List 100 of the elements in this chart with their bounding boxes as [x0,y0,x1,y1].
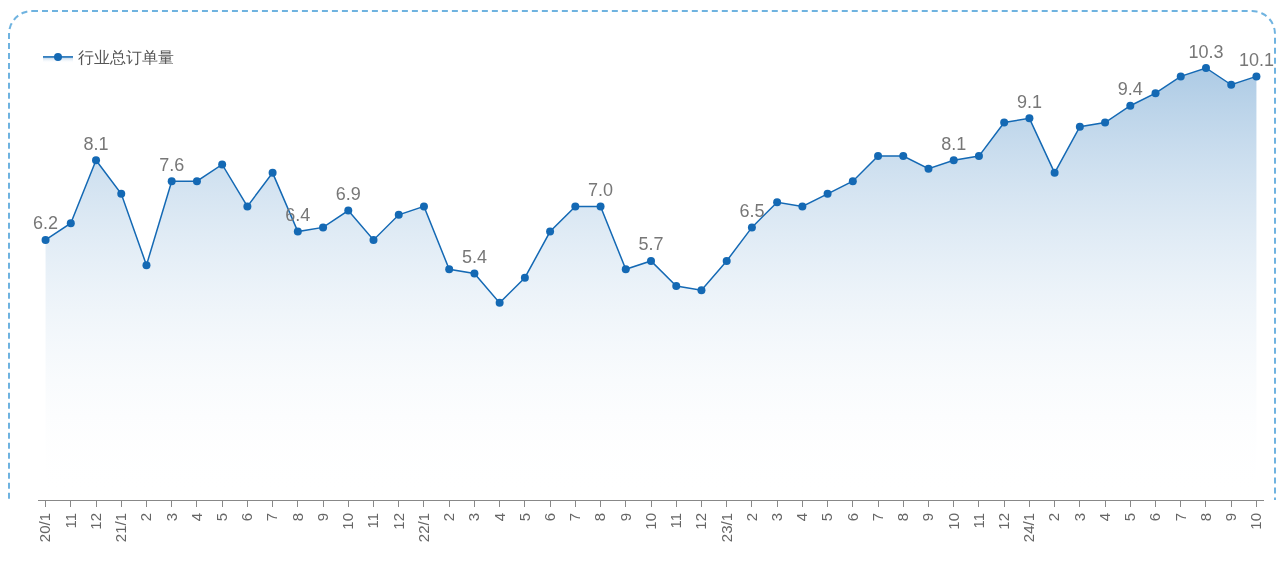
point [949,156,958,165]
point [621,265,630,274]
data-label: 7.6 [159,154,185,175]
point [1050,168,1059,177]
x-tick-label: 12 [86,513,104,530]
x-tick-label: 23/1 [717,513,735,543]
x-tick-label: 7 [1171,513,1189,522]
x-tick-label: 8 [591,513,609,522]
point [495,298,504,307]
x-tick-label: 7 [566,513,584,522]
x-tick-label: 12 [389,513,407,530]
data-label: 6.5 [739,200,765,221]
x-tick-label: 10 [641,513,659,530]
point [773,198,782,207]
point [823,189,832,198]
x-tick-label: 2 [440,513,458,522]
x-tick-label: 6 [238,513,256,522]
point [1151,89,1160,98]
x-tick-label: 2 [742,513,760,522]
point [1075,122,1084,131]
legend-label: 行业总订单量 [78,49,174,67]
point [798,202,807,211]
x-tick-label: 4 [793,513,811,522]
point [445,265,454,274]
point [1252,72,1261,81]
x-tick-label: 22/1 [414,513,432,543]
point [344,206,353,215]
x-tick-label: 2 [1045,513,1063,522]
x-tick-label: 9 [313,513,331,522]
x-tick-label: 3 [768,513,786,522]
point [596,202,605,211]
x-tick-label: 24/1 [1020,513,1038,543]
x-tick-label: 11 [667,513,685,529]
point [899,152,908,161]
point [167,177,176,186]
x-tick-label: 8 [1196,513,1214,522]
x-tick-label: 11 [61,513,79,529]
x-tick-label: 9 [919,513,937,522]
point [747,223,756,232]
point [672,282,681,291]
point [697,286,706,295]
point [924,164,933,173]
x-tick-label: 5 [515,513,533,522]
x-tick-label: 8 [894,513,912,522]
point [874,152,883,161]
point [218,160,227,169]
x-tick-label: 9 [1222,513,1240,522]
point [470,269,479,278]
x-tick-label: 20/1 [36,513,54,543]
x-tick-label: 9 [616,513,634,522]
x-tick-label: 10 [339,513,357,530]
data-label: 10.1 [1238,49,1274,70]
x-tick-label: 4 [1095,513,1113,522]
x-tick-label: 5 [213,513,231,522]
point [394,210,403,219]
x-tick-label: 3 [162,513,180,522]
point [142,261,151,270]
x-tick-label: 7 [263,513,281,522]
point [571,202,580,211]
data-label: 7.0 [588,179,614,200]
point [192,177,201,186]
point [647,256,655,265]
x-tick-label: 11 [364,513,382,529]
x-tick-label: 21/1 [112,513,130,543]
x-tick-label: 5 [1121,513,1139,522]
point [66,219,75,228]
x-tick-label: 2 [137,513,155,522]
x-tick-label: 10 [944,513,962,530]
x-tick-label: 12 [995,513,1013,530]
point [1025,114,1034,123]
x-tick-label: 11 [969,513,987,529]
x-tick-label: 3 [465,513,483,522]
data-label: 8.1 [941,133,967,154]
x-tick-label: 6 [843,513,861,522]
point [92,156,101,165]
data-label: 9.1 [1016,91,1042,112]
point [848,177,857,186]
x-tick-label: 10 [1247,513,1265,530]
data-label: 10.3 [1188,41,1224,62]
x-tick-label: 8 [288,513,306,522]
x-tick-label: 6 [1146,513,1164,522]
point [1000,118,1009,127]
data-label: 5.7 [638,234,664,255]
point [419,202,428,211]
point [1176,72,1185,81]
point [1101,118,1110,127]
x-tick-label: 7 [868,513,886,522]
data-label: 6.2 [33,213,59,234]
x-tick-label: 5 [818,513,836,522]
data-label: 6.9 [335,184,361,205]
x-tick-label: 4 [490,513,508,522]
x-tick-label: 12 [692,513,710,530]
point [369,235,378,244]
point [520,273,529,282]
point [243,202,252,211]
x-tick-label: 3 [1070,513,1088,522]
data-label: 5.4 [461,247,487,268]
x-tick-label: 4 [187,513,205,522]
point [1201,64,1210,72]
data-label: 8.1 [83,133,109,154]
